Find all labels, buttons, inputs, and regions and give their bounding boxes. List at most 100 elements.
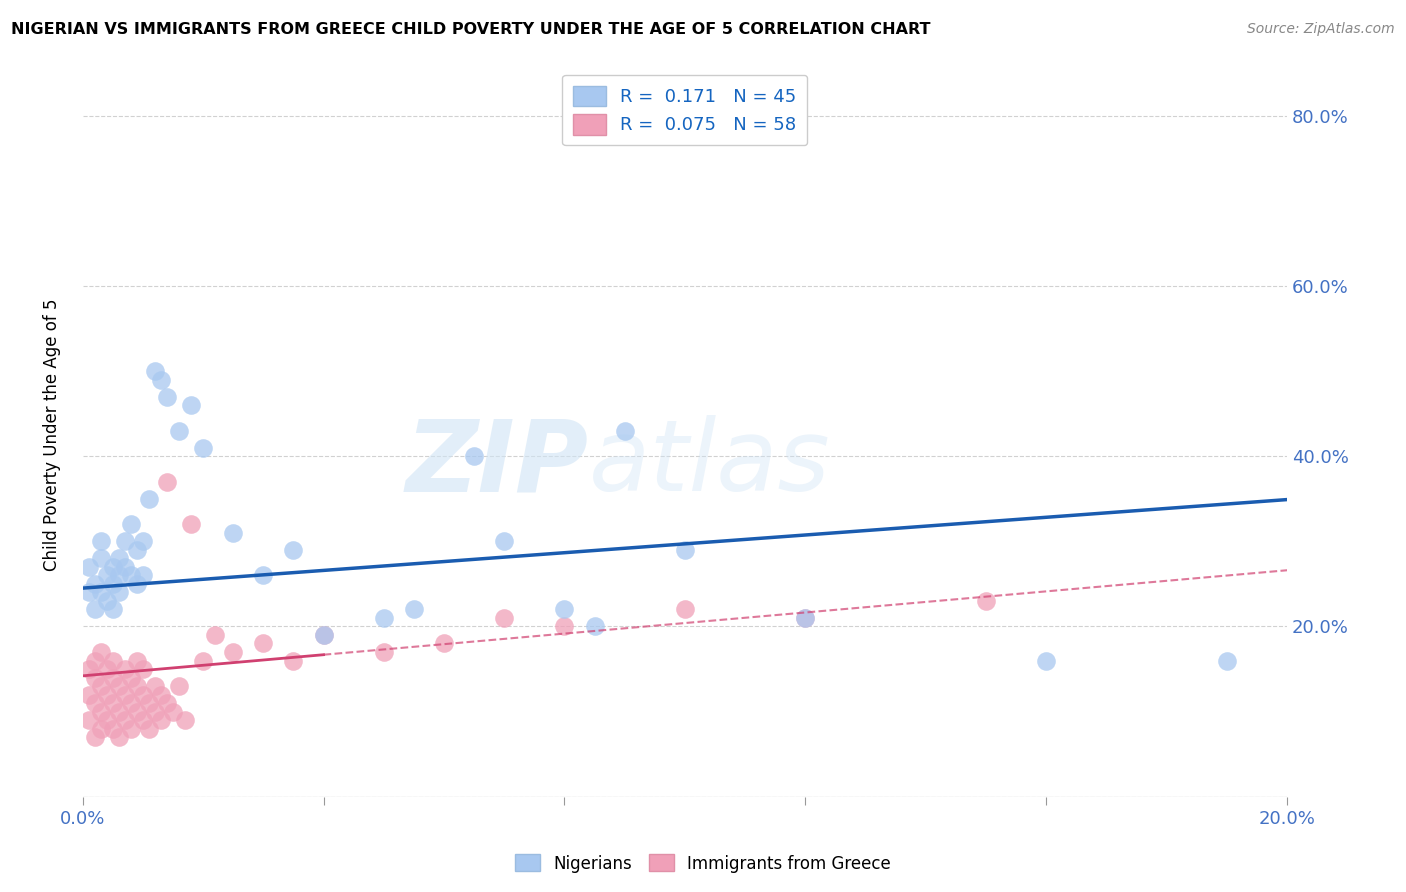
Point xyxy=(156,696,179,710)
Legend: Nigerians, Immigrants from Greece: Nigerians, Immigrants from Greece xyxy=(509,847,897,880)
Point xyxy=(180,398,202,412)
Point xyxy=(673,602,696,616)
Point xyxy=(83,653,105,667)
Point xyxy=(107,551,129,566)
Point xyxy=(120,722,142,736)
Point xyxy=(114,662,136,676)
Point xyxy=(283,653,305,667)
Point xyxy=(107,568,129,582)
Point xyxy=(553,602,575,616)
Point xyxy=(138,722,160,736)
Point xyxy=(583,619,606,633)
Point xyxy=(125,653,148,667)
Point xyxy=(90,705,112,719)
Point xyxy=(83,730,105,744)
Point xyxy=(101,696,124,710)
Point xyxy=(312,628,335,642)
Point xyxy=(167,424,190,438)
Point xyxy=(156,390,179,404)
Point xyxy=(125,542,148,557)
Point xyxy=(77,662,100,676)
Point xyxy=(114,688,136,702)
Point xyxy=(1035,653,1057,667)
Point xyxy=(125,577,148,591)
Point xyxy=(107,679,129,693)
Point xyxy=(90,645,112,659)
Y-axis label: Child Poverty Under the Age of 5: Child Poverty Under the Age of 5 xyxy=(44,299,60,571)
Point xyxy=(90,551,112,566)
Point xyxy=(83,577,105,591)
Point xyxy=(167,679,190,693)
Point xyxy=(96,568,118,582)
Point xyxy=(143,679,166,693)
Point xyxy=(143,364,166,378)
Text: atlas: atlas xyxy=(589,416,830,512)
Point xyxy=(143,705,166,719)
Point xyxy=(794,611,817,625)
Point xyxy=(125,705,148,719)
Text: ZIP: ZIP xyxy=(405,416,589,512)
Point xyxy=(1216,653,1239,667)
Point xyxy=(132,662,155,676)
Point xyxy=(114,559,136,574)
Point xyxy=(96,713,118,727)
Point xyxy=(180,517,202,532)
Point xyxy=(90,534,112,549)
Point xyxy=(312,628,335,642)
Point xyxy=(96,662,118,676)
Point xyxy=(107,585,129,599)
Point xyxy=(101,602,124,616)
Point xyxy=(204,628,226,642)
Point xyxy=(101,653,124,667)
Point xyxy=(402,602,425,616)
Point xyxy=(90,722,112,736)
Point xyxy=(794,611,817,625)
Point xyxy=(494,534,516,549)
Point xyxy=(83,602,105,616)
Point xyxy=(132,713,155,727)
Point xyxy=(114,534,136,549)
Point xyxy=(101,722,124,736)
Point xyxy=(673,542,696,557)
Point xyxy=(90,679,112,693)
Point xyxy=(120,671,142,685)
Point xyxy=(125,679,148,693)
Point xyxy=(132,688,155,702)
Point xyxy=(101,671,124,685)
Point xyxy=(138,696,160,710)
Point xyxy=(132,534,155,549)
Point xyxy=(149,372,172,386)
Point xyxy=(120,696,142,710)
Point xyxy=(114,713,136,727)
Text: NIGERIAN VS IMMIGRANTS FROM GREECE CHILD POVERTY UNDER THE AGE OF 5 CORRELATION : NIGERIAN VS IMMIGRANTS FROM GREECE CHILD… xyxy=(11,22,931,37)
Point xyxy=(77,585,100,599)
Point xyxy=(120,568,142,582)
Point xyxy=(96,688,118,702)
Point xyxy=(149,713,172,727)
Point xyxy=(132,568,155,582)
Point xyxy=(191,653,214,667)
Point xyxy=(90,585,112,599)
Point xyxy=(149,688,172,702)
Point xyxy=(101,559,124,574)
Legend: R =  0.171   N = 45, R =  0.075   N = 58: R = 0.171 N = 45, R = 0.075 N = 58 xyxy=(562,75,807,145)
Point xyxy=(974,594,997,608)
Text: Source: ZipAtlas.com: Source: ZipAtlas.com xyxy=(1247,22,1395,37)
Point xyxy=(252,568,274,582)
Point xyxy=(494,611,516,625)
Point xyxy=(174,713,197,727)
Point xyxy=(222,645,245,659)
Point xyxy=(83,671,105,685)
Point xyxy=(553,619,575,633)
Point xyxy=(373,611,395,625)
Point xyxy=(156,475,179,489)
Point xyxy=(77,559,100,574)
Point xyxy=(191,441,214,455)
Point xyxy=(96,594,118,608)
Point xyxy=(252,636,274,650)
Point xyxy=(283,542,305,557)
Point xyxy=(77,688,100,702)
Point xyxy=(433,636,456,650)
Point xyxy=(107,730,129,744)
Point xyxy=(83,696,105,710)
